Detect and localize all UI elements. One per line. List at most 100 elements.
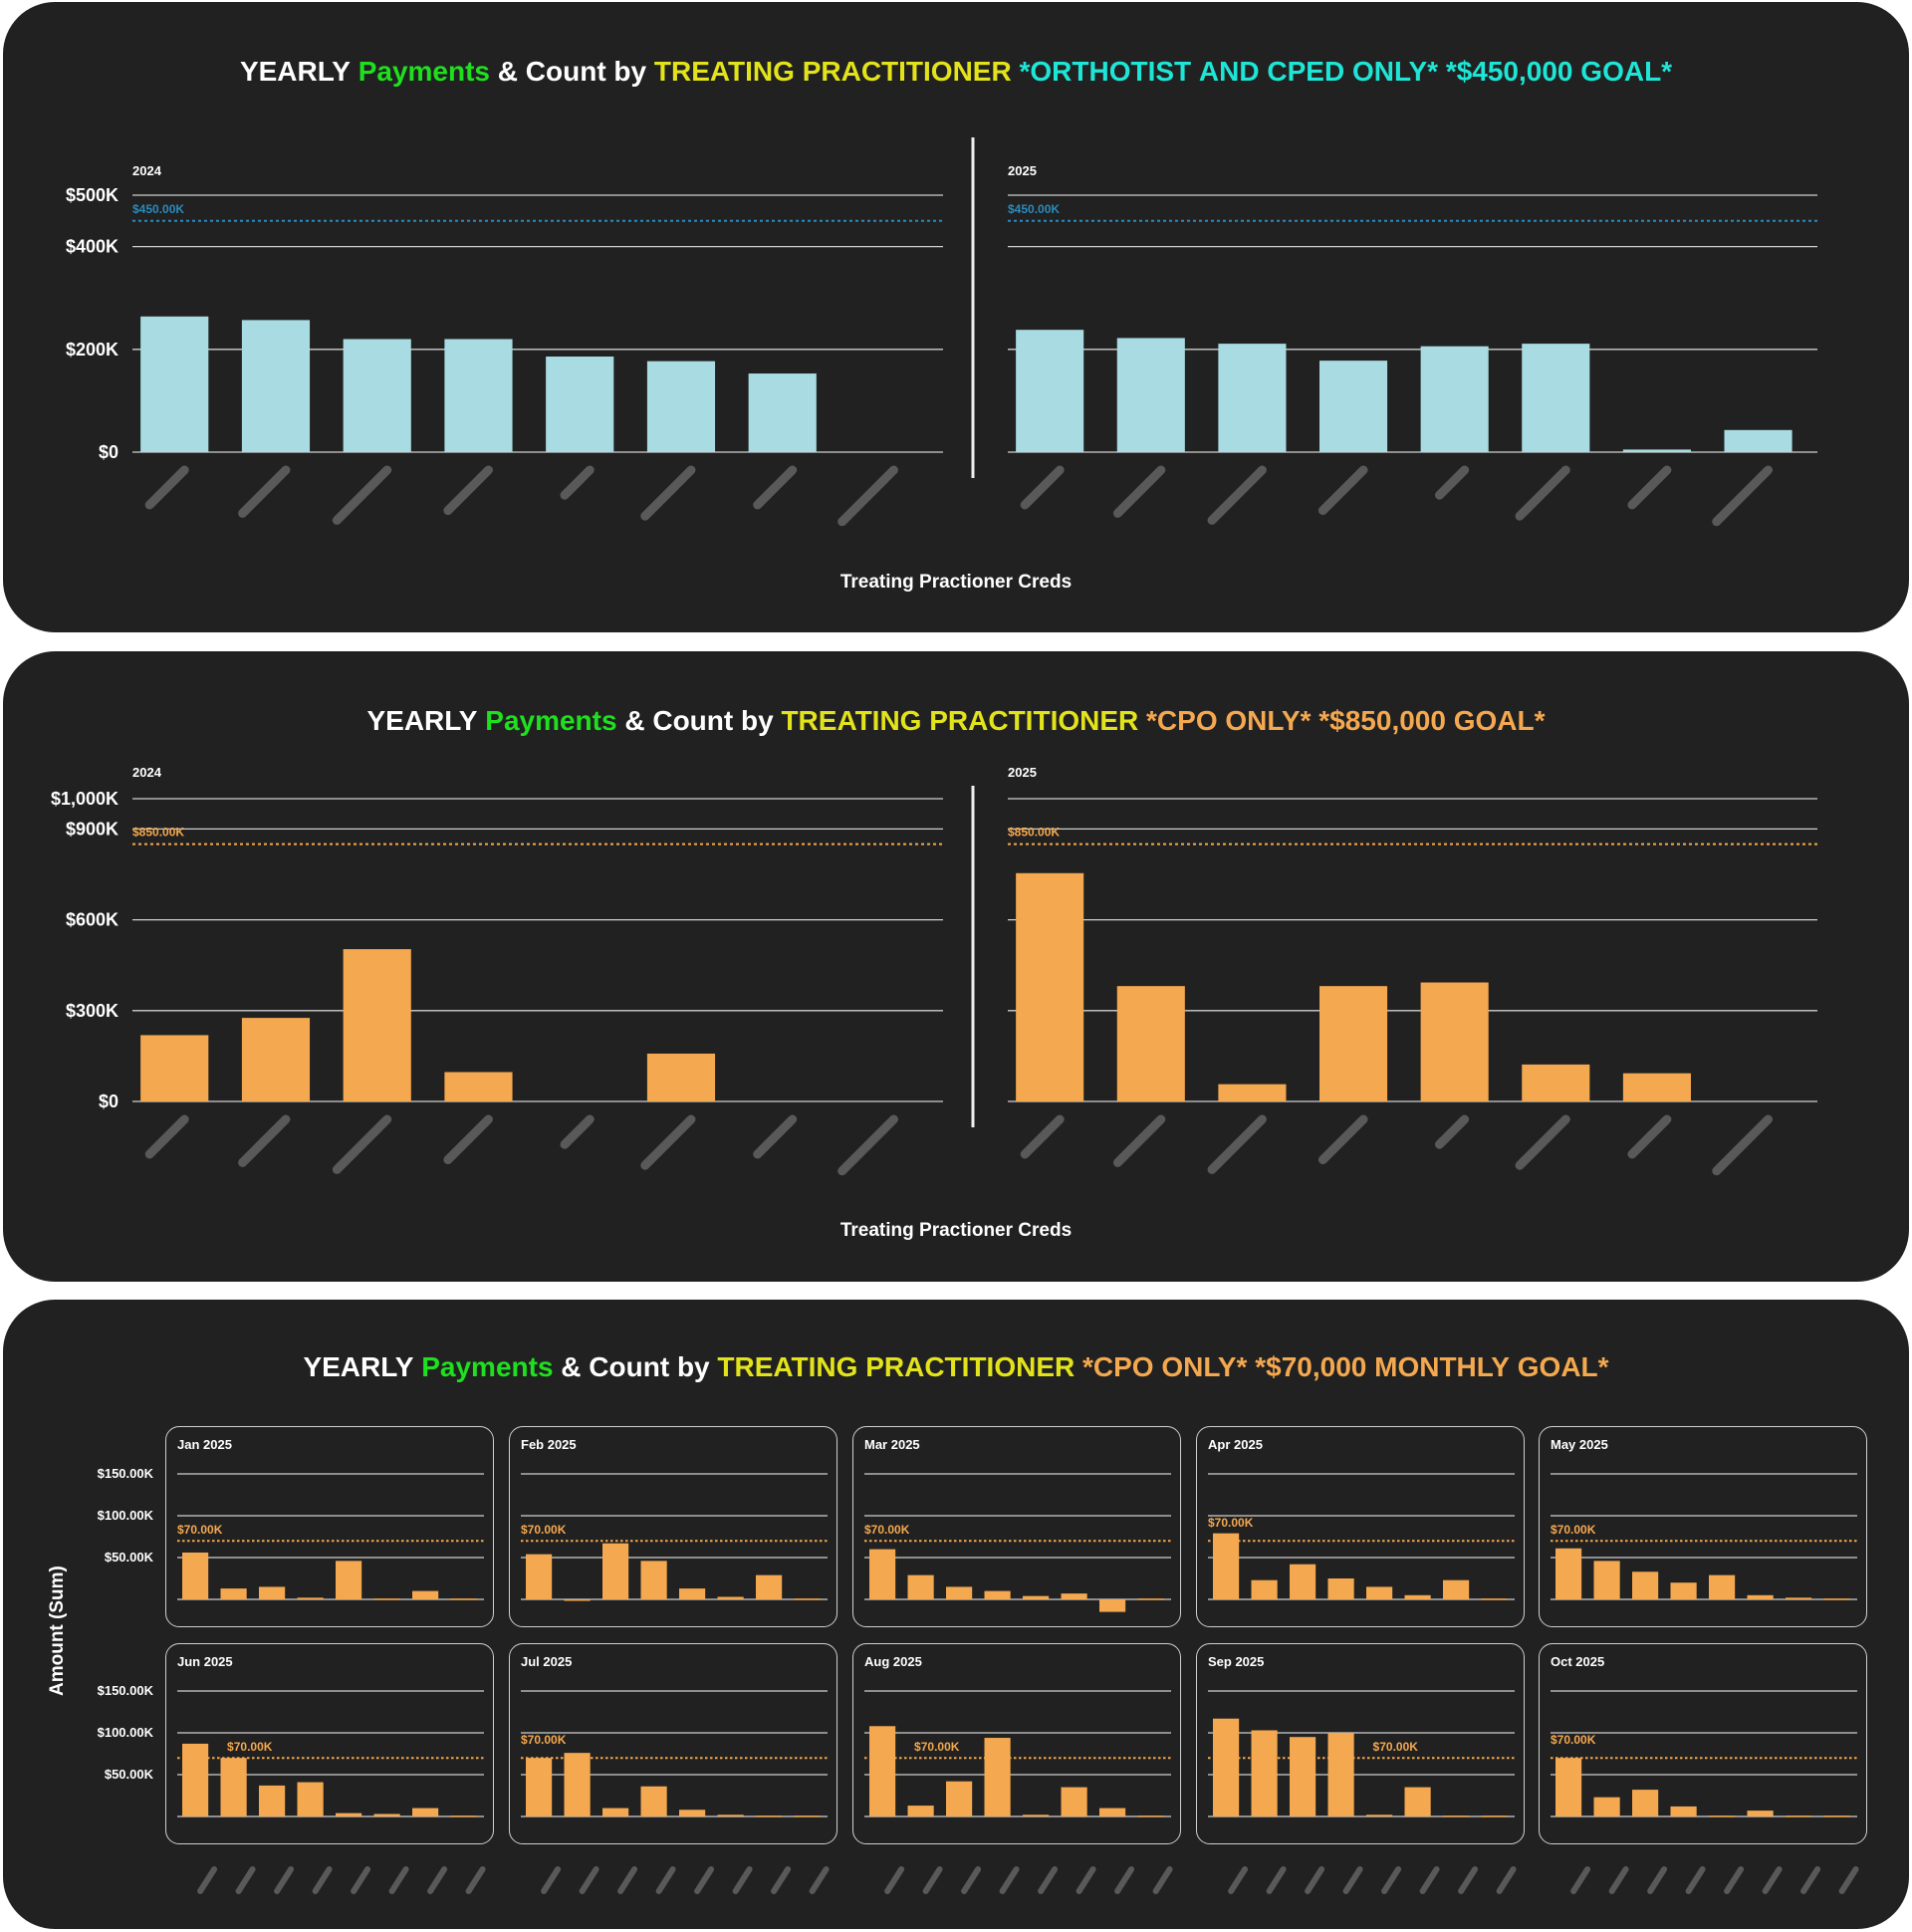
chart-ortho-cped: 2024 $0 $200K $400K $500K $450.00K 2025 $450.00… xyxy=(66,137,1817,527)
redacted-category-label xyxy=(1762,1866,1783,1894)
bar xyxy=(1670,1806,1697,1816)
panel-ortho-cped: YEARLY Payments & Count by TREATING PRAC… xyxy=(3,2,1909,632)
bar xyxy=(1622,1073,1691,1101)
bar xyxy=(1116,986,1185,1101)
bar xyxy=(1251,1730,1278,1816)
goal-label: $850.00K xyxy=(1008,826,1060,840)
redacted-category-label xyxy=(1038,1866,1059,1894)
redacted-category-label xyxy=(235,1866,256,1894)
bar xyxy=(1319,986,1388,1101)
bar xyxy=(1290,1564,1316,1599)
bar xyxy=(646,361,716,452)
bar xyxy=(526,1554,553,1599)
redacted-category-label xyxy=(1570,1866,1591,1894)
redacted-category-label xyxy=(1114,1866,1135,1894)
redacted-category-label xyxy=(560,1114,595,1149)
facet-2025: 2025 $850.00K xyxy=(1008,765,1817,1176)
redacted-category-label xyxy=(1020,1114,1065,1159)
x-axis-labels xyxy=(884,1866,1173,1894)
goal-label: $450.00K xyxy=(1008,202,1060,216)
y-tick-label: $900K xyxy=(66,819,119,839)
month-chart: $70.00K xyxy=(1551,1690,1857,1817)
bar xyxy=(946,1586,973,1599)
month-card: Aug 2025 $70.00K xyxy=(852,1643,1181,1844)
bar xyxy=(1099,1808,1126,1816)
redacted-category-label xyxy=(837,1114,898,1176)
redacted-category-label xyxy=(1496,1866,1517,1894)
y-tick-label: $200K xyxy=(66,340,119,360)
month-chart: $70.00K xyxy=(1208,1690,1515,1817)
bar xyxy=(343,339,411,452)
redacted-category-label xyxy=(753,465,798,510)
goal-label: $70.00K xyxy=(864,1523,910,1537)
redacted-category-label xyxy=(1458,1866,1479,1894)
title-segment: Payments xyxy=(421,1351,554,1382)
redacted-category-label xyxy=(1515,1114,1570,1170)
redacted-category-label xyxy=(465,1866,486,1894)
bar xyxy=(717,1814,744,1816)
bar xyxy=(140,1035,209,1101)
bar xyxy=(297,1597,324,1599)
y-tick-label: $300K xyxy=(66,1001,119,1021)
bar xyxy=(444,1072,513,1101)
redacted-category-label xyxy=(1724,1866,1745,1894)
redacted-category-label xyxy=(197,1866,218,1894)
month-chart: $70.00K xyxy=(177,1473,484,1600)
bar xyxy=(444,339,513,452)
month-label: Jun 2025 xyxy=(177,1654,233,1669)
bar xyxy=(1404,1594,1431,1599)
redacted-category-label xyxy=(274,1866,295,1894)
bar xyxy=(1016,330,1084,452)
facet-2024: 2024 $0 $300K $600K $900K $1,000K $850.00K xyxy=(51,765,943,1176)
bar xyxy=(640,1561,667,1599)
bar xyxy=(1137,1598,1164,1600)
redacted-category-label xyxy=(1685,1866,1706,1894)
x-axis-title: Treating Practioner Creds xyxy=(839,572,1073,593)
redacted-category-label xyxy=(1627,465,1672,510)
facet-label: 2025 xyxy=(1008,163,1037,178)
bar xyxy=(1116,338,1185,452)
redacted-category-label xyxy=(144,465,189,510)
redacted-category-label xyxy=(1305,1866,1325,1894)
redacted-category-label xyxy=(443,1114,493,1165)
redacted-category-label xyxy=(144,1114,189,1159)
bar xyxy=(1213,1718,1240,1816)
facet-label: 2024 xyxy=(132,765,162,780)
y-tick-label: $50.00K xyxy=(105,1767,154,1782)
bar xyxy=(1593,1561,1620,1599)
redacted-category-label xyxy=(1317,1114,1368,1165)
redacted-category-label xyxy=(332,1114,392,1174)
bar xyxy=(1555,1758,1582,1816)
redacted-category-label xyxy=(640,1114,696,1170)
goal-label: $70.00K xyxy=(1208,1516,1254,1530)
bar xyxy=(343,949,411,1101)
redacted-category-label xyxy=(332,465,392,525)
title-segment: *ORTHOTIST AND CPED ONLY* *$450,000 GOAL… xyxy=(1011,56,1673,87)
redacted-category-label xyxy=(1112,465,1166,518)
bar xyxy=(907,1574,934,1599)
redacted-category-label xyxy=(1207,465,1267,525)
bar xyxy=(602,1543,629,1599)
redacted-category-label xyxy=(1020,465,1065,510)
bar xyxy=(1823,1815,1850,1817)
redacted-category-label xyxy=(837,465,898,527)
bar xyxy=(1443,1579,1470,1599)
redacted-category-label xyxy=(1419,1866,1440,1894)
title-segment: & Count by xyxy=(553,1351,718,1382)
y-tick-label: $500K xyxy=(66,185,119,205)
bar xyxy=(1786,1815,1812,1817)
bar xyxy=(259,1586,286,1599)
redacted-category-label xyxy=(427,1866,448,1894)
bar xyxy=(1522,1064,1590,1101)
y-tick-label: $0 xyxy=(99,1091,119,1111)
panel-cpo: YEARLY Payments & Count by TREATING PRAC… xyxy=(3,651,1909,1282)
bar xyxy=(679,1588,706,1599)
month-label: Oct 2025 xyxy=(1551,1654,1605,1669)
month-label: Apr 2025 xyxy=(1208,1437,1263,1452)
bar xyxy=(336,1812,362,1816)
bar xyxy=(794,1815,821,1817)
y-tick-label: $0 xyxy=(99,442,119,462)
month-label: Aug 2025 xyxy=(864,1654,922,1669)
month-card: Jun 2025 $70.00K xyxy=(165,1643,494,1844)
bar xyxy=(717,1596,744,1599)
